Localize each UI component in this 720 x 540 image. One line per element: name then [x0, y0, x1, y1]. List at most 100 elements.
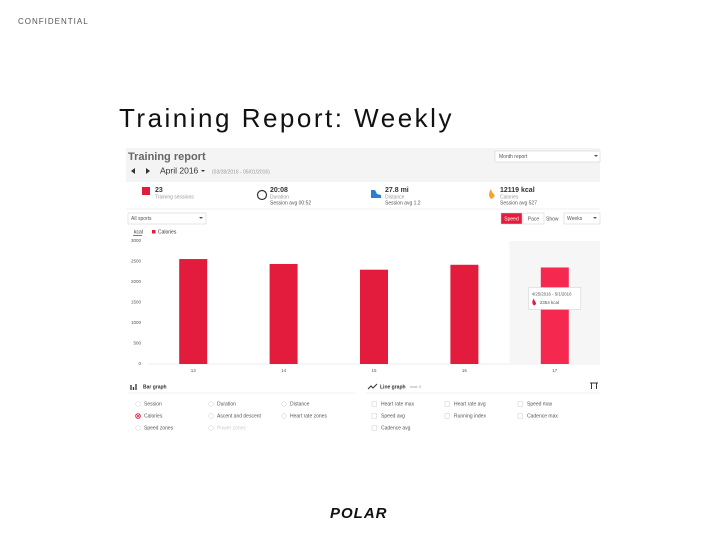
checkbox-label: Running index	[454, 413, 486, 419]
mode-label: Speed	[504, 216, 519, 222]
stat-value: 27.8 mi	[385, 187, 409, 194]
bar-graph-icon	[130, 384, 137, 390]
radio-label: Distance	[290, 401, 310, 407]
radio[interactable]	[135, 401, 141, 407]
radio-label: Heart rate zones	[290, 413, 327, 419]
y-tick-label: 3000	[131, 238, 142, 243]
stat-avg: Session avg 527	[500, 200, 537, 206]
line-graph-title: Line graph	[380, 384, 406, 390]
mode-button[interactable]	[522, 212, 545, 225]
checkbox-label: Cadence avg	[381, 425, 411, 431]
tooltip-title: 4/25/2016 - 5/1/2016	[532, 292, 572, 297]
radio[interactable]	[208, 401, 214, 407]
report-select[interactable]	[494, 150, 601, 163]
checkbox-label: Speed avg	[381, 413, 405, 419]
period[interactable]: April 2016	[160, 165, 199, 175]
checkbox-label: Cadence max	[527, 413, 558, 419]
y-axis-label: kcal	[134, 229, 143, 235]
radio-label: Ascent and descent	[217, 413, 262, 419]
legend-swatch	[152, 230, 156, 234]
report-select-text: Month report	[499, 154, 528, 160]
stat-label: Duration	[270, 194, 289, 200]
tooltip-icon	[532, 298, 537, 306]
stat-label: Training sessions	[155, 194, 194, 200]
caret	[201, 170, 205, 172]
show-select[interactable]	[563, 212, 601, 225]
stat-label: Distance	[385, 194, 405, 200]
stat-value: 23	[155, 187, 163, 194]
radio[interactable]	[208, 413, 214, 419]
y-tick-label: 2000	[131, 279, 142, 284]
stat-value: 20:08	[270, 187, 288, 194]
radio-label: Session	[144, 401, 162, 407]
tooltip	[528, 287, 582, 310]
checkbox[interactable]	[371, 413, 377, 419]
bar-graph-title: Bar graph	[143, 384, 167, 390]
checkbox[interactable]	[371, 401, 377, 407]
bar	[179, 259, 208, 364]
checkbox-label: Heart rate max	[381, 401, 415, 407]
flame-icon	[489, 189, 495, 199]
line-graph-note: max 3	[410, 384, 422, 389]
checkbox[interactable]	[371, 425, 377, 431]
checkbox[interactable]	[517, 401, 523, 407]
stat-avg: Session avg 1.2	[385, 200, 421, 206]
stat-label: Calories	[500, 194, 519, 200]
radio[interactable]	[208, 425, 214, 431]
stat-avg: Session avg 00:52	[270, 200, 311, 206]
stat-value: 12119 kcal	[500, 187, 535, 194]
x-tick-label: 13	[191, 368, 197, 373]
mode-label: Pace	[528, 216, 540, 222]
checkbox[interactable]	[444, 413, 450, 419]
y-tick-label: 1500	[131, 300, 142, 305]
radio-label: Duration	[217, 401, 236, 407]
y-tick-label: 500	[133, 341, 141, 346]
radio[interactable]	[281, 413, 287, 419]
radio-label: Calories	[144, 413, 163, 419]
bar	[540, 267, 569, 364]
sport-select-text: All sports	[131, 216, 152, 222]
checkbox[interactable]	[517, 413, 523, 419]
caret	[199, 217, 203, 219]
prev-arrow[interactable]	[131, 168, 135, 174]
app-title: Training report	[128, 151, 206, 163]
bar	[450, 264, 479, 364]
y-tick-label: 0	[138, 361, 141, 366]
show-select-text: Weeks	[567, 216, 583, 222]
bar	[269, 263, 298, 364]
checkbox[interactable]	[444, 401, 450, 407]
calendar-icon	[142, 187, 150, 195]
x-tick-label: 16	[462, 368, 468, 373]
screenshot: Training report Month report April 2016 …	[126, 148, 601, 436]
radio-label: Speed zones	[144, 425, 174, 431]
options-bg	[126, 378, 600, 436]
radio-dot	[137, 415, 139, 417]
sport-select[interactable]	[127, 212, 207, 225]
collapse-icon[interactable]	[590, 382, 598, 389]
caret	[594, 155, 598, 157]
show-label: Show	[546, 216, 559, 222]
radio-label: Power zones	[217, 425, 246, 431]
range: (03/28/2016 - 05/01/2016)	[212, 169, 270, 175]
shoe-icon	[371, 190, 381, 198]
checkbox-label: Speed max	[527, 401, 553, 407]
next-arrow[interactable]	[146, 168, 150, 174]
slide-title: Training Report: Weekly	[119, 103, 454, 133]
line-graph-icon	[367, 383, 378, 390]
y-tick-label: 2500	[131, 259, 142, 264]
confidential: CONFIDENTIAL	[18, 17, 89, 26]
x-tick-label: 17	[552, 368, 558, 373]
mode-button[interactable]	[500, 212, 523, 225]
stopwatch-icon	[256, 189, 268, 201]
logo: POLAR	[330, 505, 388, 522]
radio[interactable]	[281, 401, 287, 407]
bar	[360, 269, 388, 364]
x-tick-label: 14	[281, 368, 287, 373]
radio[interactable]	[135, 425, 141, 431]
y-tick-label: 1000	[131, 320, 142, 325]
checkbox-label: Heart rate avg	[454, 401, 486, 407]
value-label: 2354 kcal	[540, 300, 559, 305]
legend-label: Calories	[158, 229, 177, 235]
caret	[593, 217, 597, 219]
